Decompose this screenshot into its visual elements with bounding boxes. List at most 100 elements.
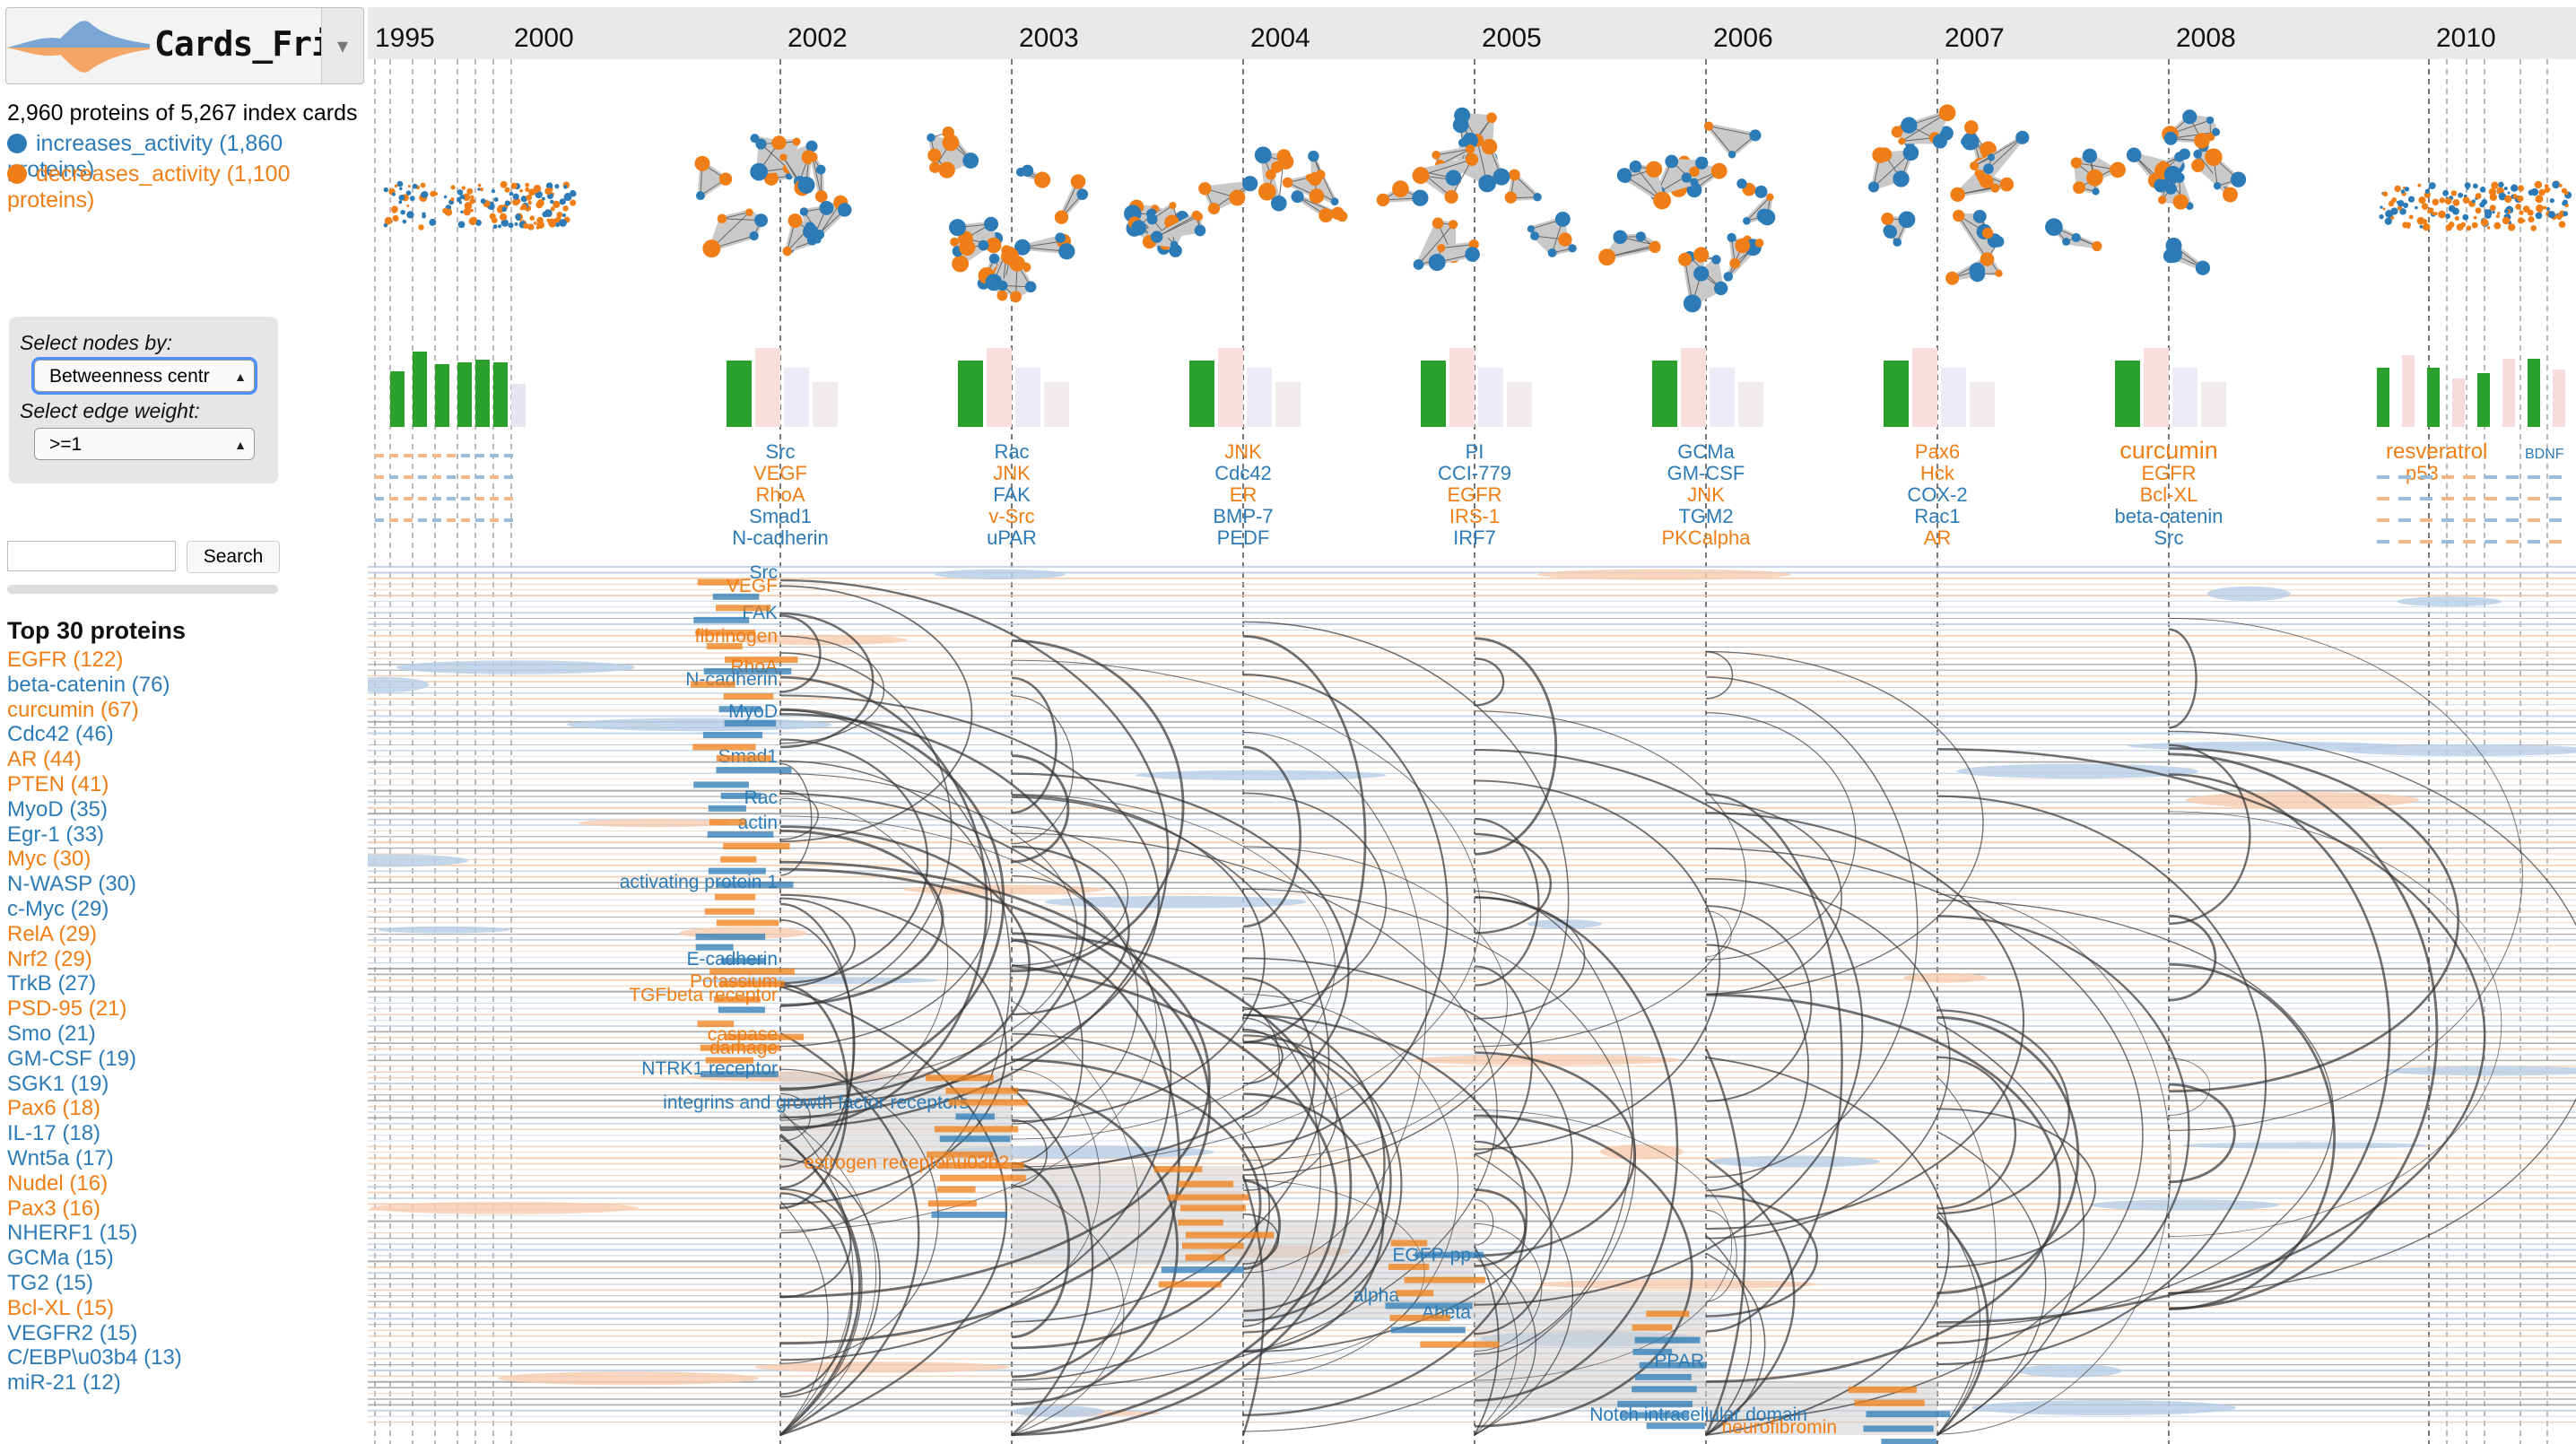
centrality-bar <box>958 361 983 427</box>
network-node <box>402 219 407 224</box>
network-node <box>412 183 418 189</box>
network-node <box>1681 172 1692 183</box>
centrality-bar <box>475 360 490 427</box>
network-node <box>1291 190 1304 204</box>
top-protein-item[interactable]: IL-17 (18) <box>7 1121 101 1146</box>
top-protein-item[interactable]: MyoD (35) <box>7 796 109 822</box>
top-protein-item[interactable]: c-Myc (29) <box>7 896 109 921</box>
row-label-cluster <box>1185 1254 1225 1261</box>
network-node <box>1266 169 1276 180</box>
dataset-selector[interactable]: Cards_Fries ▾ <box>5 7 364 84</box>
top-protein-item[interactable]: GCMa (15) <box>7 1246 114 1271</box>
relation-arc <box>1705 1235 1753 1436</box>
network-node <box>2402 202 2409 208</box>
network-node <box>2486 226 2491 230</box>
top-protein-item[interactable]: Bcl-XL (15) <box>7 1295 115 1320</box>
top-protein-item[interactable]: beta-catenin (76) <box>7 672 170 697</box>
relation-arc <box>1242 1006 1281 1118</box>
row-label-cluster <box>1180 1205 1246 1212</box>
centrality-bar <box>493 362 508 427</box>
network-node <box>468 217 477 226</box>
top-protein-item[interactable]: Nudel (16) <box>7 1170 109 1196</box>
row-label-cluster <box>701 1071 779 1078</box>
network-node <box>815 164 826 175</box>
network-node <box>510 182 518 189</box>
network-node <box>2535 195 2544 204</box>
top-protein-item[interactable]: GM-CSF (19) <box>7 1046 136 1071</box>
tiny-label-mark <box>490 454 499 457</box>
select-edge-dropdown[interactable]: >=1 ▲▼ <box>34 428 255 460</box>
column-protein-label: JNK <box>1687 483 1725 506</box>
row-label-cluster <box>1621 1412 1690 1419</box>
tiny-label-mark <box>2528 475 2540 479</box>
top-protein-item[interactable]: C/EBP\u03b4 (13) <box>7 1345 182 1370</box>
top-protein-item[interactable]: Pax6 (18) <box>7 1096 101 1121</box>
relation-arc <box>779 708 1005 1092</box>
top-protein-item[interactable]: TrkB (27) <box>7 971 97 996</box>
network-node <box>420 192 426 197</box>
top-protein-item[interactable]: RelA (29) <box>7 921 98 946</box>
top-protein-item[interactable]: curcumin (67) <box>7 697 139 722</box>
network-node <box>772 135 787 150</box>
centrality-bar <box>1884 361 1909 427</box>
network-node <box>1867 181 1880 193</box>
row-protein-label: actin <box>738 813 778 833</box>
top-protein-item[interactable]: Wnt5a (17) <box>7 1145 114 1170</box>
stream-bulge <box>1971 1400 2236 1416</box>
network-node <box>2408 214 2414 220</box>
top-protein-item[interactable]: TG2 (15) <box>7 1270 94 1295</box>
top-protein-item[interactable]: AR (44) <box>7 747 82 772</box>
top-protein-item[interactable]: Smo (21) <box>7 1021 96 1046</box>
select-nodes-dropdown[interactable]: Betweenness centr ▲▼ <box>31 357 257 395</box>
relation-arc <box>1936 1056 2016 1210</box>
column-protein-label: PI <box>1466 440 1484 463</box>
chevron-down-icon[interactable]: ▾ <box>321 8 363 83</box>
top-protein-item[interactable]: Myc (30) <box>7 847 91 872</box>
stream-bulge <box>2090 1199 2280 1211</box>
stream-bulge <box>2128 741 2402 751</box>
network-node <box>2491 181 2499 189</box>
top-protein-item[interactable]: SGK1 (19) <box>7 1071 109 1096</box>
network-node <box>2504 195 2512 204</box>
network-node <box>2432 212 2436 216</box>
timeline-svg[interactable]: 1995 2000 2002 2003 2004 2005 2006 2007 2008 2010… <box>368 0 2576 1444</box>
centrality-bar <box>2144 348 2169 427</box>
network-node <box>1432 151 1440 160</box>
top-protein-item[interactable]: Cdc42 (46) <box>7 722 114 747</box>
network-node <box>805 140 818 152</box>
legend-decreases[interactable]: decreases_activity (1,100 proteins) <box>7 161 368 213</box>
relation-arc <box>779 1113 876 1436</box>
row-label-cluster <box>715 605 771 612</box>
timeline-visualization[interactable]: 1995 2000 2002 2003 2004 2005 2006 2007 2008 2010… <box>368 0 2576 1444</box>
network-node <box>2445 213 2451 219</box>
top-protein-item[interactable]: NHERF1 (15) <box>7 1221 138 1246</box>
top-protein-item[interactable]: PSD-95 (21) <box>7 996 127 1022</box>
network-node <box>1613 230 1628 245</box>
top-protein-item[interactable]: miR-21 (12) <box>7 1370 121 1396</box>
network-node <box>2070 157 2083 169</box>
relation-arc <box>1241 1175 1266 1436</box>
top-protein-item[interactable]: Nrf2 (29) <box>7 946 92 971</box>
network-edge <box>1440 148 1471 165</box>
column-protein-label: TGM2 <box>1678 505 1733 527</box>
network-node <box>508 222 514 229</box>
network-node <box>2424 188 2430 194</box>
top-protein-item[interactable]: EGFR (122) <box>7 648 124 672</box>
row-label-cluster <box>703 667 792 674</box>
top-protein-item[interactable]: N-WASP (30) <box>7 872 137 897</box>
search-button[interactable]: Search <box>187 541 280 573</box>
relation-arc <box>1242 1092 1384 1353</box>
search-input[interactable] <box>7 541 176 571</box>
network-node <box>553 200 561 208</box>
top-protein-item[interactable]: Pax3 (16) <box>7 1196 101 1221</box>
tiny-label-mark <box>2549 475 2562 479</box>
row-label-cluster <box>1158 1281 1222 1288</box>
network-node <box>2503 209 2509 213</box>
network-node <box>1689 166 1700 178</box>
centrality-bar <box>1275 382 1301 427</box>
top-protein-item[interactable]: PTEN (41) <box>7 771 109 796</box>
top-protein-item[interactable]: Egr-1 (33) <box>7 822 105 847</box>
top-protein-item[interactable]: VEGFR2 (15) <box>7 1320 138 1345</box>
network-node <box>1981 227 1994 239</box>
tiny-label-mark <box>2463 475 2476 479</box>
